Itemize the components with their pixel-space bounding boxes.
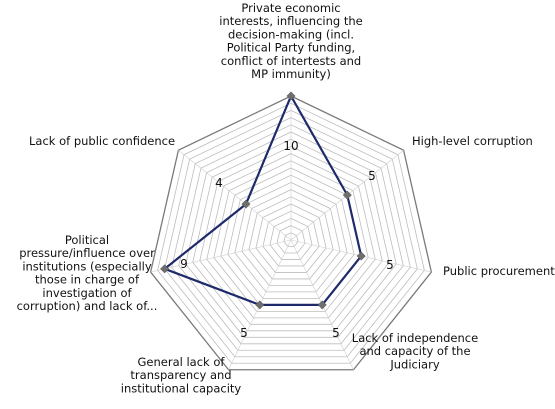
radar-grid-ring: [227, 174, 355, 299]
series-marker: [160, 264, 170, 274]
category-label: General lack of transparency and instituti…: [121, 355, 242, 395]
radar-grid-ring: [192, 138, 390, 332]
data-labels: 10 5 5 5 5 9 4: [180, 139, 394, 340]
series-marker: [255, 300, 265, 310]
radar-spoke: [150, 239, 292, 273]
radar-grid-ring: [283, 232, 299, 247]
radar-grid-ring: [234, 181, 348, 293]
radar-grid-ring: [248, 196, 334, 280]
category-label: Public procurement: [443, 264, 555, 278]
data-label: 5: [240, 326, 248, 340]
radar-grid: [149, 95, 433, 371]
series-line: [163, 94, 363, 306]
data-label: 4: [215, 176, 223, 190]
radar-grid-ring: [178, 124, 404, 345]
radar-spoke: [178, 149, 292, 241]
series-marker: [356, 251, 366, 261]
radar-grid-ring: [241, 189, 341, 286]
series-marker: [241, 199, 251, 209]
radar-grid-ring: [164, 109, 418, 358]
data-label: 10: [283, 139, 298, 153]
radar-grid-ring: [276, 225, 306, 254]
radar-grid-ring: [262, 210, 320, 267]
data-label: 5: [368, 169, 376, 183]
category-label: Lack of independence and capacity of the J…: [352, 331, 478, 371]
category-label: High-level corruption: [412, 134, 533, 148]
category-label: Political pressure/influence over institut…: [17, 233, 158, 313]
data-label: 5: [386, 258, 394, 272]
category-label: Lack of public confidence: [29, 134, 175, 148]
radar-grid-ring: [171, 117, 411, 351]
series-marker: [342, 190, 352, 200]
radar-outer-ring: [149, 95, 433, 371]
category-labels: Private economic interests, influencing t…: [17, 1, 555, 395]
radar-series: [160, 91, 366, 310]
category-label: Private economic interests, influencing t…: [219, 1, 362, 81]
data-label: 9: [180, 257, 188, 271]
data-label: 5: [332, 326, 340, 340]
radar-grid-ring: [269, 217, 313, 260]
radar-grid-ring: [206, 153, 376, 319]
series-marker: [286, 91, 296, 101]
radar-grid-ring: [157, 102, 425, 364]
radar-grid-ring: [185, 131, 397, 338]
radar-grid-ring: [255, 203, 327, 273]
radar-grid-ring: [213, 160, 369, 312]
series-marker: [317, 300, 327, 310]
radar-grid-ring: [199, 145, 383, 325]
